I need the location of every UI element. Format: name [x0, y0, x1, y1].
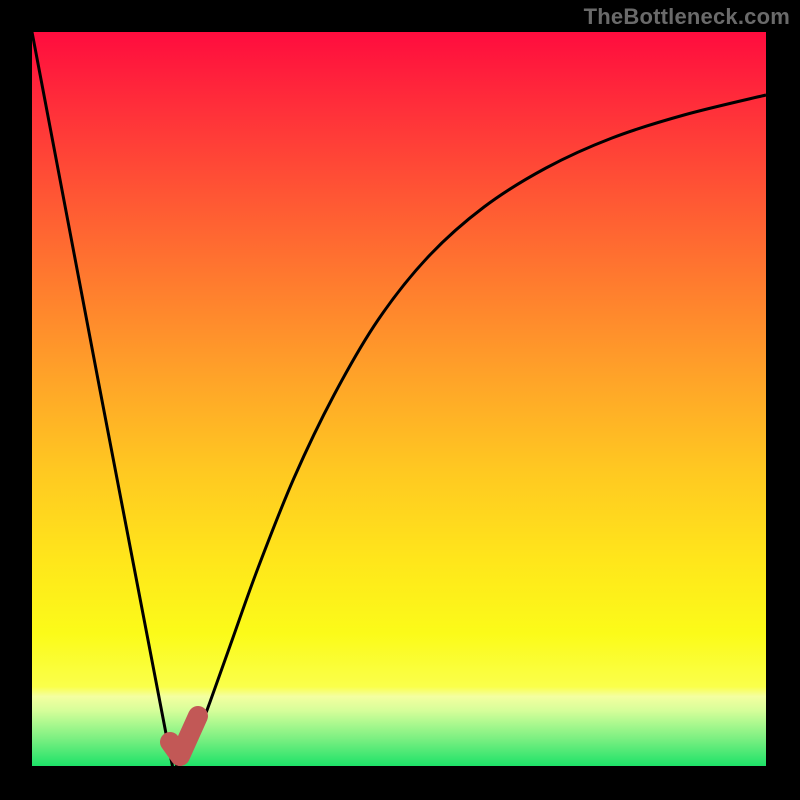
bottleneck-chart: [0, 0, 800, 800]
plot-area: [32, 32, 766, 766]
chart-container: TheBottleneck.com: [0, 0, 800, 800]
watermark-text: TheBottleneck.com: [584, 4, 790, 30]
